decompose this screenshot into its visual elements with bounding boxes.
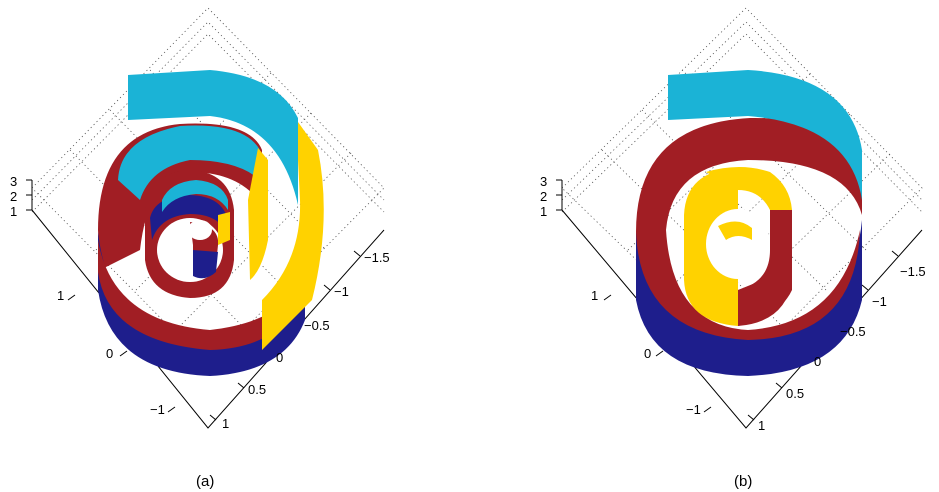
panel-b-red-ring bbox=[636, 117, 862, 340]
panel-a-righttick-1: 1 bbox=[222, 416, 229, 431]
panel-b-yellow-top bbox=[706, 167, 792, 210]
panel-b-core-yellow bbox=[718, 221, 752, 240]
panel-b-righttick-m15: −1.5 bbox=[900, 264, 926, 279]
panel-a-core-yellow bbox=[218, 212, 230, 245]
panel-a-ticks: 3 2 1 1 0 −1 −1.5 −1 −0.5 0 0.5 1 bbox=[10, 174, 390, 431]
panel-b-righttick-m05: −0.5 bbox=[840, 324, 866, 339]
panel-a-yellow-inner bbox=[248, 148, 268, 280]
panel-a-righttick-m1: −1 bbox=[334, 284, 349, 299]
panel-a-core-navy bbox=[193, 250, 218, 279]
panel-b-ztick-1: 1 bbox=[540, 204, 547, 219]
panel-a-spiral-inner bbox=[145, 170, 234, 298]
panel-a-ztick-2: 2 bbox=[10, 189, 17, 204]
panel-a-inner-navy bbox=[150, 195, 228, 240]
panel-a: 3 2 1 1 0 −1 −1.5 −1 −0.5 0 0.5 1 (a) bbox=[10, 7, 390, 490]
panel-b-righttick-0: 0 bbox=[814, 354, 821, 369]
panel-a-core-hole bbox=[188, 220, 212, 240]
panel-a-cyan-band-outer bbox=[128, 70, 298, 205]
panel-a-lefttick-m1: −1 bbox=[150, 402, 165, 417]
panel-b-lefttick-0: 0 bbox=[644, 346, 651, 361]
panel-a-cyan-band-middle bbox=[118, 125, 260, 200]
panel-a-righttick-m05: −0.5 bbox=[304, 318, 330, 333]
panel-b-cyan-band bbox=[668, 70, 862, 200]
panel-b-inner-hole bbox=[706, 209, 770, 279]
panel-b-righttick-m1: −1 bbox=[872, 294, 887, 309]
panel-b-lefttick-1: 1 bbox=[591, 288, 598, 303]
panel-a-ztick-1: 1 bbox=[10, 204, 17, 219]
panel-b-righttick-05: 0.5 bbox=[786, 386, 804, 401]
panel-a-red-lower bbox=[98, 240, 300, 350]
panel-b-righttick-1: 1 bbox=[758, 418, 765, 433]
panel-a-lefttick-0: 0 bbox=[106, 346, 113, 361]
panel-b-ticks: 3 2 1 1 0 −1 −1.5 −1 −0.5 0 0.5 1 bbox=[540, 174, 926, 433]
panel-a-spiral-outer bbox=[98, 70, 324, 376]
panel-b-axes bbox=[556, 179, 923, 429]
panel-a-yellow-band bbox=[262, 122, 324, 350]
panel-a-righttick-05: 0.5 bbox=[248, 382, 266, 397]
panel-b-ztick-2: 2 bbox=[540, 189, 547, 204]
panel-a-righttick-m15: −1.5 bbox=[364, 250, 390, 265]
panel-a-inner-cyan bbox=[162, 180, 228, 212]
panel-b: 3 2 1 1 0 −1 −1.5 −1 −0.5 0 0.5 1 (b) bbox=[540, 7, 926, 490]
panel-b-lefttick-m1: −1 bbox=[686, 402, 701, 417]
panel-b-ztick-3: 3 bbox=[540, 174, 547, 189]
panel-b-red-inner-right bbox=[738, 210, 792, 326]
panel-a-caption: (a) bbox=[196, 473, 214, 490]
panel-b-caption: (b) bbox=[734, 473, 752, 490]
panel-a-ztick-3: 3 bbox=[10, 174, 17, 189]
panel-a-lefttick-1: 1 bbox=[57, 288, 64, 303]
panel-a-righttick-0: 0 bbox=[276, 350, 283, 365]
panel-b-navy-band bbox=[636, 220, 862, 376]
panel-b-spiral bbox=[636, 70, 862, 376]
